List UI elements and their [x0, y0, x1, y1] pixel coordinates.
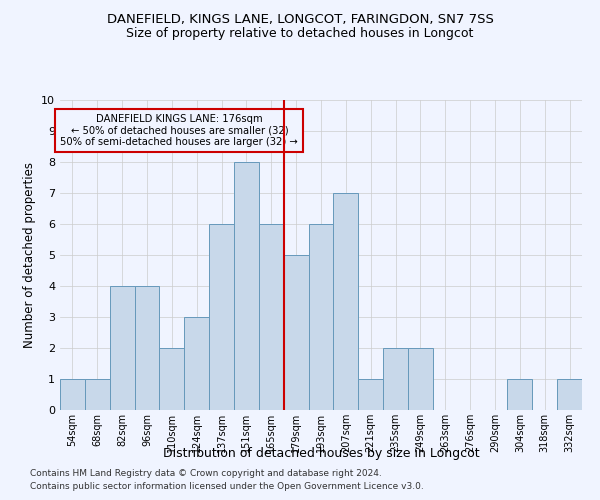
Bar	[209, 224, 234, 410]
Bar	[85, 379, 110, 410]
Bar	[134, 286, 160, 410]
Text: Size of property relative to detached houses in Longcot: Size of property relative to detached ho…	[127, 28, 473, 40]
Text: Distribution of detached houses by size in Longcot: Distribution of detached houses by size …	[163, 448, 479, 460]
Bar	[308, 224, 334, 410]
Bar	[557, 379, 582, 410]
Bar	[110, 286, 134, 410]
Text: DANEFIELD KINGS LANE: 176sqm
← 50% of detached houses are smaller (32)
50% of se: DANEFIELD KINGS LANE: 176sqm ← 50% of de…	[61, 114, 298, 147]
Bar	[408, 348, 433, 410]
Text: Contains public sector information licensed under the Open Government Licence v3: Contains public sector information licen…	[30, 482, 424, 491]
Bar	[259, 224, 284, 410]
Bar	[60, 379, 85, 410]
Bar	[358, 379, 383, 410]
Text: DANEFIELD, KINGS LANE, LONGCOT, FARINGDON, SN7 7SS: DANEFIELD, KINGS LANE, LONGCOT, FARINGDO…	[107, 12, 493, 26]
Bar	[234, 162, 259, 410]
Text: Contains HM Land Registry data © Crown copyright and database right 2024.: Contains HM Land Registry data © Crown c…	[30, 468, 382, 477]
Bar	[383, 348, 408, 410]
Bar	[334, 193, 358, 410]
Y-axis label: Number of detached properties: Number of detached properties	[23, 162, 35, 348]
Bar	[508, 379, 532, 410]
Bar	[284, 255, 308, 410]
Bar	[184, 317, 209, 410]
Bar	[160, 348, 184, 410]
